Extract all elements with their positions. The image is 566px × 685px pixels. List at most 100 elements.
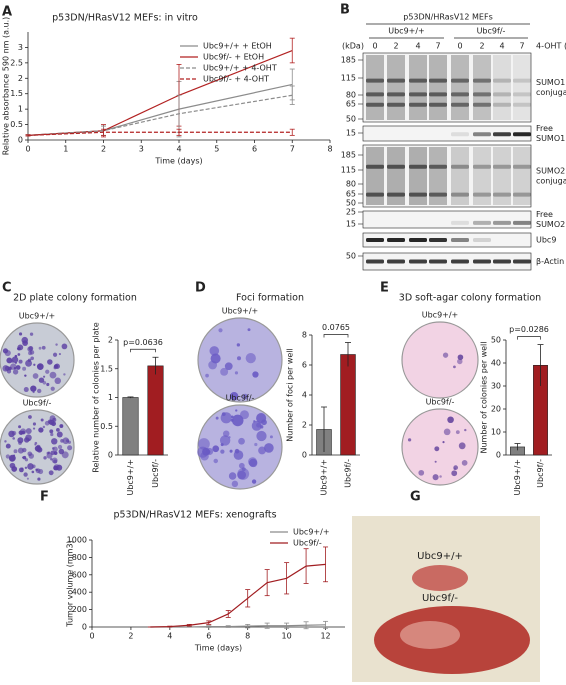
colony [27,346,33,352]
blot-band [451,259,469,264]
y-tick-label: 8 [302,331,307,340]
y-tick-label: 40 [491,359,501,368]
colony [42,425,46,429]
blot-band [429,78,447,83]
colony [442,352,449,358]
error-bar [284,562,290,595]
chart-title: p53DN/HRasV12 MEFs: xenografts [113,510,276,521]
blot-band [451,92,469,97]
blot-marker: 15 [346,220,356,229]
colony [25,428,32,435]
colony [453,365,456,369]
colony [43,456,47,460]
panel-letter: B [340,3,350,18]
colony [63,373,66,376]
y-tick-label: 4 [302,391,307,400]
colony [34,441,38,445]
error-bar [206,620,212,625]
colony [5,454,10,459]
error-bar [303,621,309,630]
significance-bracket [517,336,541,340]
colony [49,371,57,379]
error-bar [323,546,329,583]
x-axis-label: Time (days) [154,157,202,166]
tumor-highlight [400,621,460,649]
y-axis-label: Relative number of colonies per plate [92,322,101,472]
colony [229,449,233,453]
y-tick-label: 0.5 [100,422,113,431]
colony [222,430,230,437]
colony [50,386,55,391]
colony [6,357,13,364]
colony [407,438,412,442]
blot-band [451,220,469,225]
bar [122,397,139,456]
plate-label: Ubc9+/+ [19,312,56,321]
colony [228,436,231,439]
error-bar [245,589,251,608]
blot-marker: 80 [346,91,356,100]
blot-band [366,238,384,242]
colony [58,352,61,356]
series-line [150,563,326,628]
colony [248,457,257,467]
blot-treatment: 4-OHT (days) [536,42,566,51]
blot-label: conjugates [536,177,566,186]
x-tick-label: Ubc9f/- [344,459,353,488]
tumor [412,565,468,591]
colony [32,391,35,394]
blot-band [451,164,469,169]
tumor-label: Ubc9+/+ [417,551,463,562]
y-tick-label: 1000 [67,536,87,545]
x-axis-label: Time (days) [194,644,242,653]
colony [19,467,24,473]
colony [51,457,58,464]
x-tick-label: Ubc9f/- [151,459,160,488]
y-axis-label: Tumor volume (mm3) [66,540,75,627]
blot-band [473,259,491,264]
colony [22,366,27,371]
colony [457,354,464,361]
y-tick-label: 400 [72,588,87,597]
error-bar [323,620,329,629]
blot-band [473,102,491,107]
blot-marker: 115 [341,166,356,175]
colony [418,469,425,476]
colony [231,414,244,427]
colony [247,328,251,332]
panel-letter: A [2,5,12,20]
blot-band [493,102,511,107]
y-tick-label: 2 [302,421,307,430]
colony [231,480,239,488]
blot-band [366,164,384,169]
colony [215,416,219,420]
blot-band [409,192,427,197]
blot-marker: 65 [346,190,356,199]
blot-band [429,164,447,169]
blot-membrane [362,210,532,229]
blot-label: β-Actin [536,257,564,266]
colony [15,365,21,370]
blot-band [409,78,427,83]
blot-band [493,192,511,197]
error-bar [25,134,31,137]
colony [254,442,258,447]
colony [61,451,69,459]
blot-band [473,78,491,83]
colony [455,430,460,435]
colony [18,332,23,336]
error-bar [225,610,231,618]
y-tick-label: 0 [82,623,87,632]
x-tick-label: 0 [89,632,94,641]
colony [32,427,36,430]
colony [236,356,242,361]
colony [198,438,210,450]
error-bar [186,623,192,627]
blot-band [513,164,531,169]
error-bar [167,625,173,628]
colony [27,463,34,470]
annotation: 0.0765 [322,323,350,332]
colony [457,358,463,365]
x-tick-label: 12 [320,632,330,641]
colony [443,428,451,436]
